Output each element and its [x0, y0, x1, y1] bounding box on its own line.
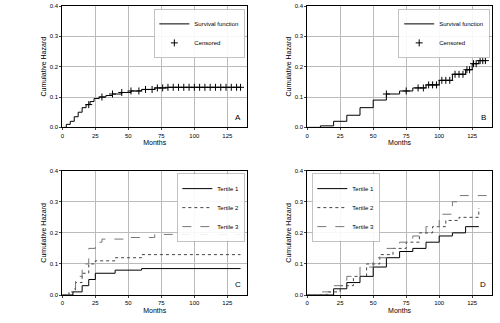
svg-text:C: C: [235, 280, 241, 289]
svg-text:Survival function: Survival function: [439, 21, 483, 27]
svg-text:25: 25: [92, 300, 99, 306]
svg-text:0.0: 0.0: [295, 124, 304, 130]
svg-text:Survival function: Survival function: [194, 21, 238, 27]
svg-text:Cumulative Hazard: Cumulative Hazard: [285, 203, 292, 263]
svg-text:0.1: 0.1: [295, 261, 304, 267]
svg-text:50: 50: [125, 300, 132, 306]
svg-text:25: 25: [92, 133, 99, 139]
svg-text:0.1: 0.1: [50, 261, 59, 267]
svg-text:100: 100: [434, 300, 445, 306]
svg-text:Tertile 1: Tertile 1: [217, 186, 239, 192]
svg-text:0.1: 0.1: [50, 94, 59, 100]
svg-text:25: 25: [337, 133, 344, 139]
svg-text:0.2: 0.2: [50, 230, 59, 236]
svg-text:25: 25: [337, 300, 344, 306]
svg-text:Cumulative Hazard: Cumulative Hazard: [40, 37, 47, 97]
svg-text:125: 125: [467, 300, 478, 306]
svg-text:0.4: 0.4: [50, 168, 59, 174]
svg-text:0: 0: [61, 300, 65, 306]
svg-text:0.2: 0.2: [295, 230, 304, 236]
svg-text:125: 125: [222, 133, 233, 139]
svg-text:Censored: Censored: [439, 40, 465, 46]
svg-text:Censored: Censored: [194, 40, 220, 46]
svg-text:Tertile 3: Tertile 3: [217, 224, 239, 230]
svg-text:50: 50: [125, 133, 132, 139]
svg-text:Tertile 2: Tertile 2: [352, 205, 374, 211]
svg-text:0.3: 0.3: [295, 33, 304, 39]
svg-text:0.1: 0.1: [295, 94, 304, 100]
svg-text:0.3: 0.3: [295, 199, 304, 205]
svg-text:75: 75: [403, 300, 410, 306]
svg-text:0.0: 0.0: [50, 292, 59, 298]
svg-text:75: 75: [403, 133, 410, 139]
svg-text:0.4: 0.4: [50, 3, 59, 9]
svg-text:0.0: 0.0: [50, 124, 59, 130]
svg-text:0: 0: [306, 133, 310, 139]
svg-text:A: A: [235, 113, 241, 122]
svg-text:0.2: 0.2: [295, 64, 304, 70]
svg-text:Tertile 2: Tertile 2: [217, 205, 239, 211]
svg-text:Cumulative Hazard: Cumulative Hazard: [285, 37, 292, 97]
svg-text:0.2: 0.2: [50, 64, 59, 70]
svg-text:Months: Months: [388, 307, 411, 314]
svg-text:100: 100: [189, 133, 200, 139]
svg-text:Cumulative Hazard: Cumulative Hazard: [40, 203, 47, 263]
svg-text:D: D: [480, 280, 486, 289]
svg-text:75: 75: [158, 300, 165, 306]
svg-text:125: 125: [222, 300, 233, 306]
svg-text:0.4: 0.4: [295, 3, 304, 9]
svg-text:0.3: 0.3: [50, 33, 59, 39]
svg-text:100: 100: [189, 300, 200, 306]
svg-text:Months: Months: [388, 139, 411, 146]
svg-text:Tertile 3: Tertile 3: [352, 224, 374, 230]
svg-text:Tertile 1: Tertile 1: [352, 186, 374, 192]
svg-text:0.3: 0.3: [50, 199, 59, 205]
svg-text:Months: Months: [143, 307, 166, 314]
svg-text:0: 0: [306, 300, 310, 306]
svg-text:100: 100: [434, 133, 445, 139]
svg-text:50: 50: [370, 300, 377, 306]
svg-text:Months: Months: [143, 139, 166, 146]
svg-text:B: B: [481, 113, 486, 122]
svg-text:75: 75: [158, 133, 165, 139]
svg-text:125: 125: [467, 133, 478, 139]
svg-text:0: 0: [61, 133, 65, 139]
svg-text:50: 50: [370, 133, 377, 139]
svg-text:0.0: 0.0: [295, 292, 304, 298]
svg-text:0.4: 0.4: [295, 168, 304, 174]
